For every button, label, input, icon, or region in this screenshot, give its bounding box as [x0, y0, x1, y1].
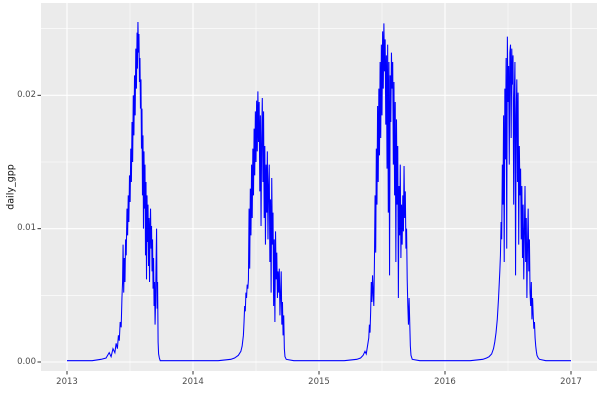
- y-tick-label-0.00: 0.00: [17, 356, 36, 367]
- x-tick-label-2015: 2015: [308, 377, 330, 387]
- x-tick-label-2016: 2016: [434, 377, 456, 387]
- y-tick-label-0.01: 0.01: [17, 223, 36, 233]
- series-line-daily_gpp: [67, 21, 571, 362]
- y-tick-label-0.02: 0.02: [17, 90, 36, 100]
- x-tick-label-2017: 2017: [560, 377, 582, 387]
- y-axis-title: daily_gpp: [5, 164, 17, 210]
- x-tick-label-2013: 2013: [56, 377, 78, 387]
- x-tick-label-2014: 2014: [182, 377, 204, 387]
